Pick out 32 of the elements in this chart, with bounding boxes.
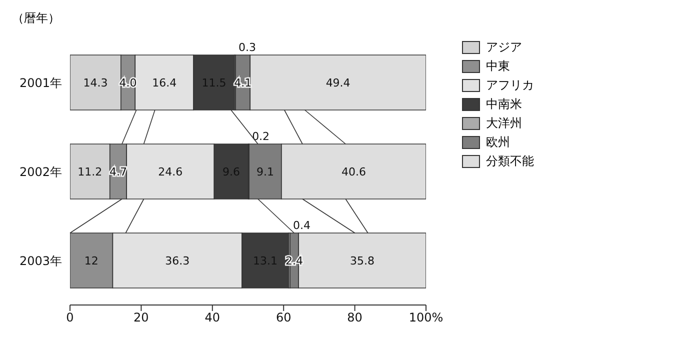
legend-label: 中南米 — [486, 96, 522, 113]
data-label: 35.8 — [350, 254, 375, 268]
legend-label: アフリカ — [486, 77, 534, 94]
legend-label: 中東 — [486, 58, 510, 75]
x-tick-label: 100% — [408, 310, 444, 325]
x-tick-label: 60 — [276, 310, 292, 325]
y-tick-label: 2002年 — [19, 164, 62, 179]
y-tick-label: 2003年 — [19, 254, 62, 268]
x-tick-label: 40 — [204, 310, 220, 325]
data-label: 49.4 — [326, 76, 350, 90]
x-tick-label: 80 — [347, 310, 362, 325]
data-label: 11.2 — [78, 166, 102, 178]
data-label: 2.4 — [286, 254, 304, 268]
data-label: 24.6 — [158, 166, 183, 178]
data-label: 40.6 — [341, 166, 366, 178]
x-tick-label: 20 — [134, 310, 149, 325]
legend-label: 欧州 — [486, 134, 510, 151]
legend-label: アジア — [486, 39, 522, 56]
legend-label: 分類不能 — [486, 153, 534, 170]
data-label: 12 — [84, 254, 98, 268]
data-label: 14.3 — [83, 76, 108, 90]
y-tick-label: 2001年 — [19, 76, 62, 90]
legend-label: 大洋州 — [486, 115, 522, 132]
data-label: 36.3 — [165, 254, 190, 268]
x-tick-label: 0 — [66, 310, 74, 325]
data-label: 0.3 — [238, 41, 256, 54]
data-label: 0.2 — [252, 130, 270, 143]
data-label: 0.4 — [293, 219, 311, 232]
data-label: 9.1 — [256, 166, 274, 178]
data-label: 16.4 — [152, 76, 177, 90]
data-label: 4.7 — [109, 166, 127, 178]
y-axis-title: （暦年） — [12, 10, 60, 27]
